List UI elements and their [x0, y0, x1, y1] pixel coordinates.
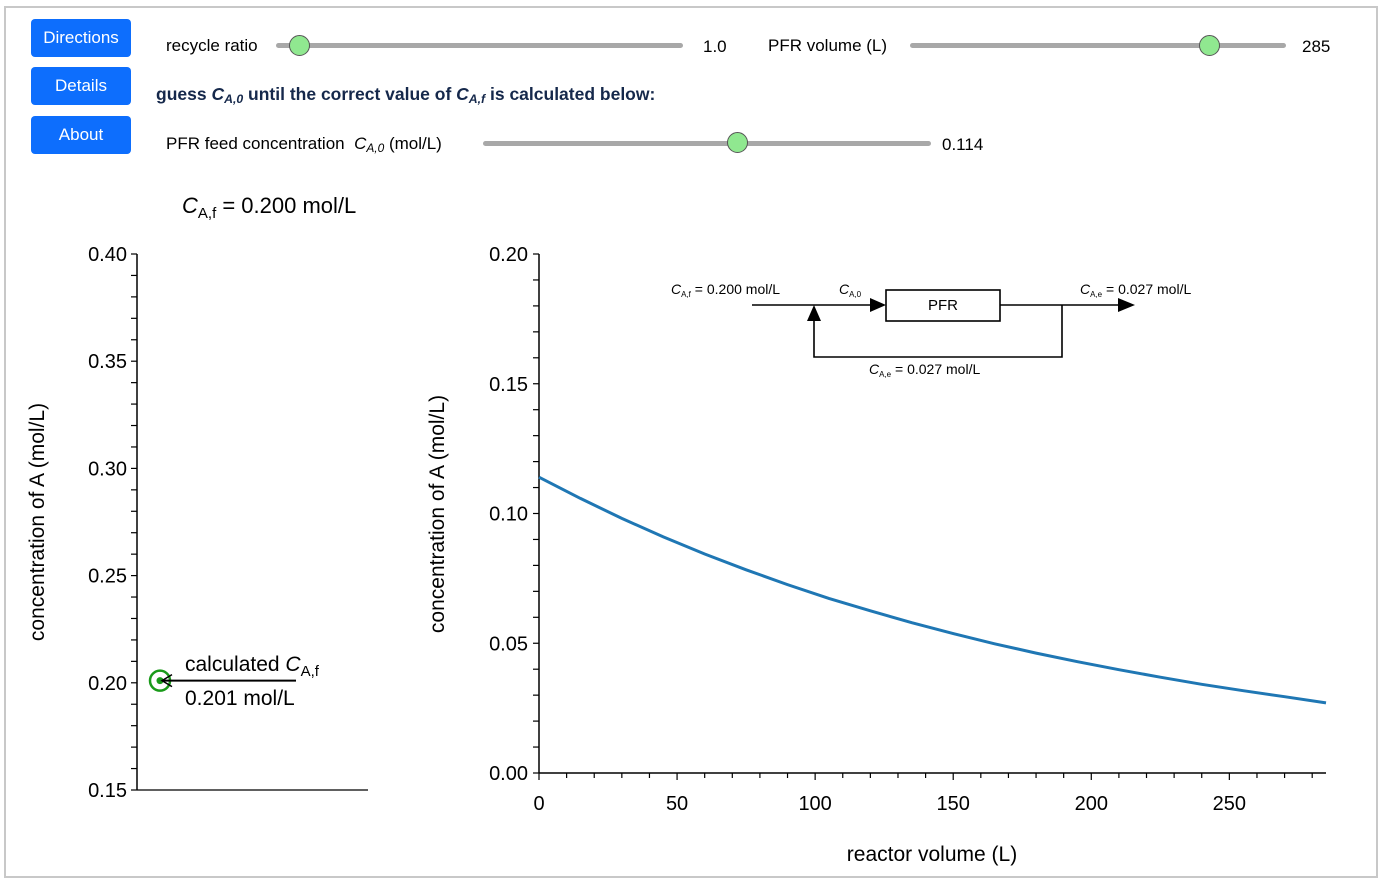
calculated-caf-value: 0.201 mol/L	[185, 687, 295, 710]
recycle-line	[813, 305, 1063, 358]
details-button[interactable]: Details	[31, 67, 131, 105]
guide-text-3: is calculated below:	[485, 84, 656, 104]
recycle-ratio-label: recycle ratio	[166, 36, 258, 55]
feed-conc-label: PFR feed concentration CA,0 (mol/L)	[166, 134, 442, 155]
pfr-volume-value: 285	[1302, 37, 1331, 56]
right-x-tick-label: 100	[798, 793, 831, 815]
recycle-reactor-diagram	[752, 289, 1135, 358]
pfr-volume-label: PFR volume (L)	[768, 36, 888, 55]
recycle-ratio-thumb[interactable]	[289, 35, 311, 56]
right-y-tick-label: 0.10	[489, 504, 528, 526]
guide-text-2: until the correct value of	[243, 84, 457, 104]
recycle-ratio-value: 1.0	[703, 37, 727, 56]
left-y-tick-label: 0.30	[88, 458, 127, 480]
pfr-volume-thumb[interactable]	[1198, 35, 1220, 56]
left-y-axis-label: concentration of A (mol/L)	[26, 403, 49, 641]
right-y-axis-label: concentration of A (mol/L)	[426, 395, 449, 633]
right-x-tick-label: 150	[937, 793, 970, 815]
pfr-volume-track[interactable]	[910, 43, 1286, 48]
outlet-arrow-icon	[1118, 298, 1135, 312]
left-y-tick-label: 0.40	[88, 244, 127, 266]
feed-conc-track[interactable]	[483, 141, 931, 146]
calculated-caf-label: calculated CA,f	[185, 653, 320, 680]
left-y-axis: 0.40 0.35 0.30 0.25 0.20 0.15	[88, 244, 138, 802]
pfr-label: PFR	[928, 297, 958, 314]
recycle-conc-label-diagram: CA,e = 0.027 mol/L	[869, 361, 980, 379]
guide-var-ca0: CA,0	[211, 84, 244, 107]
left-y-tick-label: 0.35	[88, 351, 127, 373]
calculated-caf-marker	[148, 669, 296, 692]
feed-conc-thumb[interactable]	[726, 132, 748, 153]
feed-conc-label-diagram: CA,f = 0.200 mol/L	[671, 281, 780, 299]
arrow-left-icon	[160, 674, 173, 688]
about-button[interactable]: About	[31, 116, 131, 154]
app-frame	[4, 6, 1378, 878]
right-y-tick-label: 0.20	[489, 244, 528, 266]
left-y-tick-label: 0.25	[88, 566, 127, 588]
concentration-curve	[538, 475, 1327, 705]
left-y-tick-label: 0.15	[88, 780, 127, 802]
directions-button[interactable]: Directions	[31, 19, 131, 57]
left-panel-title: CA,f = 0.200 mol/L	[182, 193, 356, 222]
right-y-tick-label: 0.15	[489, 374, 528, 396]
right-x-tick-label: 200	[1075, 793, 1108, 815]
recycle-arrow-icon	[807, 305, 821, 321]
inlet-arrow-icon	[870, 298, 886, 312]
left-y-tick-label: 0.20	[88, 673, 127, 695]
right-x-tick-label: 0	[533, 793, 544, 815]
guide-var-caf: CA,f	[456, 84, 486, 107]
right-x-axis: 0 50 100 150 200 250	[533, 772, 1326, 815]
guide-text-1: guess	[156, 84, 212, 104]
right-y-axis: 0.20 0.15 0.10 0.05 0.00	[489, 244, 540, 785]
guidance-text: guess CA,0 until the correct value of CA…	[156, 84, 655, 105]
right-y-tick-label: 0.05	[489, 633, 528, 655]
outlet-conc-label-diagram: CA,e = 0.027 mol/L	[1080, 281, 1191, 299]
feed-conc-value: 0.114	[942, 135, 984, 154]
right-x-tick-label: 250	[1213, 793, 1246, 815]
inlet-conc-label-diagram: CA,0	[839, 281, 862, 299]
recycle-ratio-track[interactable]	[276, 43, 683, 48]
right-y-tick-label: 0.00	[489, 763, 528, 785]
marker-dot	[156, 677, 164, 685]
right-x-axis-label: reactor volume (L)	[847, 843, 1017, 866]
right-x-tick-label: 50	[666, 793, 688, 815]
